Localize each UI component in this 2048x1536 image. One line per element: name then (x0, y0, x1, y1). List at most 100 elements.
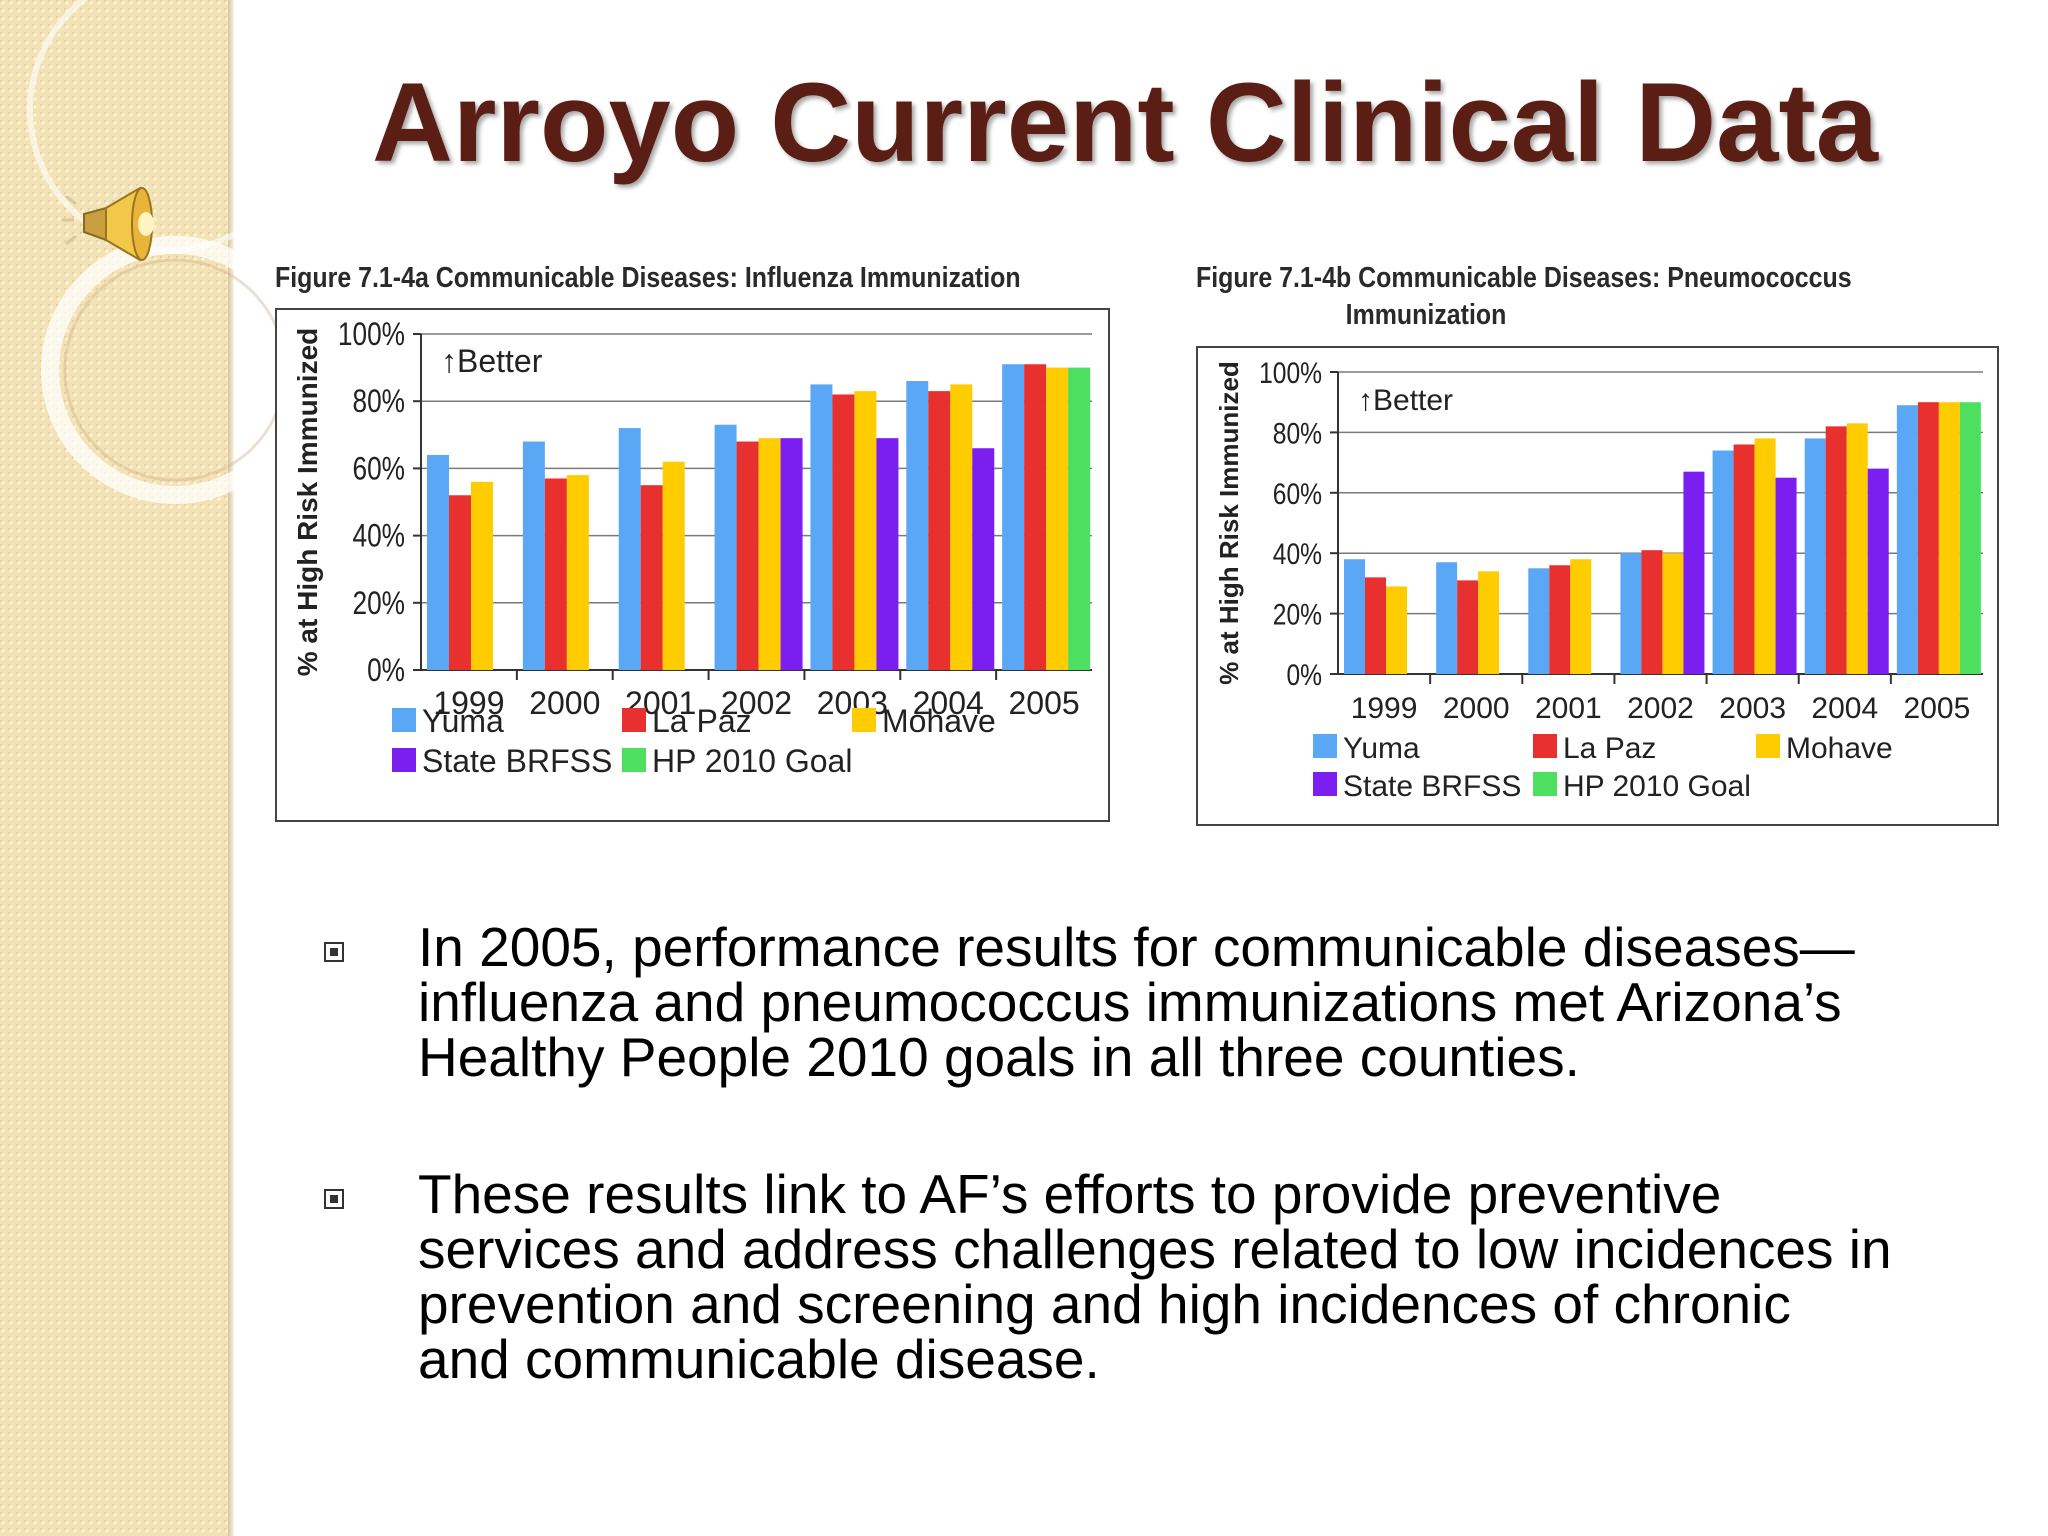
bar-la-paz (1024, 364, 1047, 670)
bar-yuma (1896, 405, 1918, 674)
legend-swatch (1313, 734, 1337, 758)
bar-yuma (1620, 553, 1642, 674)
y-tick-label: 100% (338, 318, 405, 353)
figure-caption-line-2: Immunization (1345, 299, 1507, 331)
x-tick-label: 2005 (1008, 685, 1079, 721)
bullet-text-line: and communicable disease. (418, 1328, 1100, 1390)
legend-label: Yuma (1343, 732, 1420, 765)
bullet-item: In 2005, performance results for communi… (318, 920, 2018, 1085)
x-tick-label: 1999 (1351, 692, 1418, 725)
legend-label: Yuma (422, 703, 504, 739)
bar-yuma (714, 424, 737, 670)
better-annotation: ↑Better (441, 343, 543, 379)
bar-la-paz (1641, 550, 1663, 674)
better-annotation: ↑Better (1358, 384, 1453, 417)
bar-mohave (471, 481, 493, 670)
x-tick-label: 2005 (1904, 692, 1971, 725)
y-tick-label: 100% (1259, 356, 1322, 390)
y-tick-label: 60% (1273, 476, 1322, 510)
bar-yuma (810, 384, 833, 670)
bar-hp-2010-goal (1959, 402, 1981, 674)
bar-mohave (1478, 571, 1500, 674)
legend-swatch (1756, 734, 1780, 758)
bar-mohave (950, 384, 973, 670)
legend-label: La Paz (1563, 732, 1656, 765)
bar-la-paz (1457, 580, 1479, 674)
figure-caption: Figure 7.1-4a Communicable Diseases: Inf… (275, 262, 1021, 295)
influenza-bar-chart: 0% 20% 40% 60% 80% 100% % at High Risk Immuniz… (292, 318, 1092, 779)
bar-mohave (1754, 438, 1776, 674)
bullet-text-line: In 2005, performance results for communi… (418, 916, 1855, 978)
sidebar-edge (228, 0, 234, 1536)
bar-yuma (618, 428, 641, 670)
bullet-text-line: These results link to AF’s efforts to pr… (418, 1163, 1722, 1225)
bar-yuma (427, 454, 449, 670)
bullet-square-icon (324, 942, 344, 962)
bar-la-paz (928, 391, 951, 670)
y-tick-label: 40% (1273, 537, 1322, 571)
bar-mohave (758, 438, 781, 670)
bar-la-paz (449, 495, 471, 670)
legend-swatch (622, 708, 646, 732)
y-tick-label: 0% (367, 654, 405, 689)
bar-la-paz (1733, 444, 1755, 674)
bar-mohave (1046, 367, 1069, 670)
bar-la-paz (640, 485, 663, 670)
bar-yuma (1528, 568, 1550, 674)
x-tick-label: 2004 (1811, 692, 1878, 725)
bullet-item: These results link to AF’s efforts to pr… (318, 1167, 2018, 1387)
bar-state-brfss (1775, 477, 1797, 674)
x-tick-label: 2003 (1719, 692, 1786, 725)
y-tick-label: 80% (1273, 416, 1322, 450)
bar-state-brfss (780, 438, 803, 670)
bar-hp-2010-goal (1068, 367, 1091, 670)
y-tick-label: 40% (352, 519, 405, 554)
legend-label: Mohave (1786, 732, 1893, 765)
bar-yuma (1804, 438, 1826, 674)
legend-swatch (622, 748, 646, 772)
legend-label: HP 2010 Goal (1563, 770, 1751, 803)
legend-swatch (392, 748, 416, 772)
slide-title: Arroyo Current Clinical Data (371, 60, 1879, 185)
legend-swatch (392, 708, 416, 732)
bar-state-brfss (972, 448, 995, 670)
y-axis-label: % at High Risk Immunized (1214, 361, 1244, 685)
legend-swatch (852, 708, 876, 732)
y-tick-label: 20% (352, 586, 405, 621)
legend-swatch (1533, 734, 1557, 758)
bullet-text-line: Healthy People 2010 goals in all three c… (418, 1026, 1580, 1088)
bar-yuma (522, 441, 545, 670)
bar-mohave (1846, 423, 1868, 674)
y-tick-label: 60% (352, 452, 405, 487)
bar-yuma (1344, 559, 1365, 674)
x-tick-label: 2002 (721, 685, 792, 721)
legend-label: State BRFSS (1343, 770, 1521, 803)
bullet-square-icon (324, 1189, 344, 1209)
legend-label: State BRFSS (422, 743, 612, 779)
bar-mohave (1570, 559, 1592, 674)
speaker-sound-icon[interactable] (62, 168, 172, 268)
bar-mohave (1938, 402, 1960, 674)
legend-label: Mohave (882, 703, 996, 739)
x-tick-label: 1999 (433, 685, 504, 721)
bar-yuma (1002, 364, 1025, 670)
bar-yuma (1436, 562, 1458, 674)
legend-swatch (1533, 772, 1557, 796)
legend-swatch (1313, 772, 1337, 796)
x-tick-label: 2001 (1535, 692, 1602, 725)
bar-mohave (662, 461, 685, 670)
bar-la-paz (544, 478, 567, 670)
bar-mohave (1662, 553, 1684, 674)
bar-state-brfss (1683, 471, 1705, 674)
bar-la-paz (736, 441, 759, 670)
y-tick-label: 0% (1286, 658, 1322, 692)
legend-label: HP 2010 Goal (652, 743, 852, 779)
bar-la-paz (1365, 577, 1386, 674)
y-axis-label: % at High Risk Immunized (292, 328, 323, 677)
x-tick-label: 2002 (1627, 692, 1694, 725)
bullet-text-line: prevention and screening and high incide… (418, 1273, 1791, 1335)
x-tick-label: 2000 (529, 685, 600, 721)
bar-la-paz (1917, 402, 1939, 674)
bar-la-paz (832, 394, 855, 670)
bullet-list: In 2005, performance results for communi… (318, 920, 2018, 1469)
